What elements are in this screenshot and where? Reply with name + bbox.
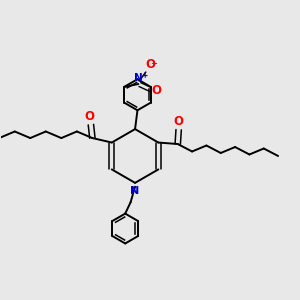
Text: −: − (151, 59, 158, 68)
Text: N: N (134, 73, 143, 83)
Text: +: + (141, 71, 148, 80)
Text: O: O (84, 110, 94, 123)
Text: O: O (146, 58, 156, 71)
Text: O: O (173, 115, 183, 128)
Text: N: N (130, 186, 140, 197)
Text: O: O (151, 84, 161, 97)
